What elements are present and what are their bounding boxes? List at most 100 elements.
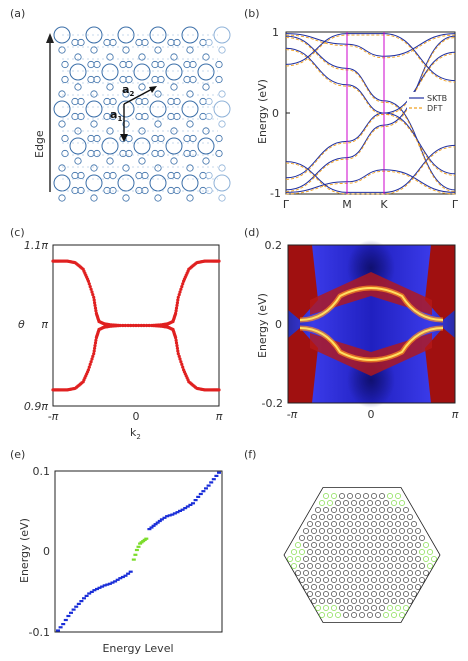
- lattice-small-ring: [215, 134, 223, 143]
- lattice-ring: [53, 174, 71, 192]
- lattice-small-ring: [154, 164, 162, 172]
- red-region-3: [425, 245, 455, 320]
- flake-ring: [347, 549, 353, 555]
- flake-ring: [379, 521, 385, 527]
- flake-ring: [311, 598, 317, 604]
- flake-ring: [347, 605, 353, 611]
- flake-ring: [287, 556, 293, 562]
- lattice-small-ring: [90, 90, 98, 98]
- energy-level-point: [175, 511, 180, 514]
- flake-ring: [351, 612, 357, 618]
- flake-ring: [327, 528, 333, 534]
- lattice-small-ring: [71, 171, 79, 180]
- flake-ring: [363, 493, 369, 499]
- plot-frame-c: [52, 244, 220, 407]
- flake-ring: [367, 612, 373, 618]
- flake-ring: [291, 563, 297, 569]
- lattice-small-ring: [205, 112, 213, 121]
- band-sktb: [285, 33, 456, 82]
- flake-ring: [327, 570, 333, 576]
- theta-point-upper: [87, 282, 91, 286]
- flake-ring: [359, 584, 365, 590]
- lattice-small-ring: [58, 90, 66, 98]
- flake-ring: [339, 521, 345, 527]
- flake-ring: [367, 570, 373, 576]
- flake-ring: [411, 535, 417, 541]
- energy-level-point: [56, 629, 60, 632]
- b-ylabel: Energy (eV): [256, 79, 269, 144]
- energy-level-point: [134, 548, 139, 552]
- flake-ring: [295, 570, 301, 576]
- flake-ring: [367, 584, 373, 590]
- lattice-small-ring: [71, 97, 79, 106]
- energy-level-point: [178, 509, 182, 512]
- flake-ring: [323, 535, 329, 541]
- theta-point-lower: [93, 344, 97, 348]
- d-xtick-left: -π: [287, 408, 298, 421]
- flake-ring: [387, 549, 393, 555]
- energy-level-point: [82, 597, 86, 600]
- lattice-small-ring: [186, 120, 194, 128]
- lattice-ring: [197, 137, 215, 155]
- energy-level-point: [162, 516, 167, 519]
- lattice-small-ring: [154, 120, 162, 128]
- flake-ring: [335, 542, 341, 548]
- flake-ring: [355, 605, 361, 611]
- lattice-small-ring: [135, 171, 143, 180]
- lattice-small-ring: [186, 46, 194, 54]
- c-ytick-bot: 0.9π: [24, 400, 48, 413]
- flake-ring: [327, 556, 333, 562]
- band-sktb: [285, 169, 456, 193]
- lattice-small-ring: [157, 134, 165, 143]
- flake-ring: [379, 605, 385, 611]
- lattice-small-ring: [170, 83, 178, 91]
- lattice-small-ring: [61, 60, 69, 69]
- energy-level-point: [183, 507, 188, 510]
- flake-ring: [327, 500, 333, 506]
- flake-ring: [339, 493, 345, 499]
- band-sktb: [285, 144, 456, 193]
- flake-ring: [351, 584, 357, 590]
- lattice-small-ring: [199, 112, 207, 121]
- flake-ring: [323, 493, 329, 499]
- lattice-small-ring: [170, 157, 178, 165]
- flake-ring: [391, 570, 397, 576]
- lattice-ring: [117, 100, 135, 118]
- lattice-small-ring: [157, 75, 165, 84]
- lattice-small-ring: [125, 134, 133, 143]
- lattice-ring: [213, 174, 231, 192]
- flake-ring: [331, 521, 337, 527]
- lattice-small-ring: [202, 157, 210, 165]
- lattice-small-ring: [122, 90, 130, 98]
- lattice-small-ring: [186, 194, 194, 202]
- theta-point-lower: [175, 344, 179, 348]
- energy-level-point: [170, 513, 175, 516]
- energy-level-point: [172, 512, 177, 515]
- flake-ring: [427, 549, 433, 555]
- energy-level-point: [206, 484, 211, 487]
- flake-ring: [367, 514, 373, 520]
- edge-arrowhead: [46, 33, 54, 43]
- theta-point-lower: [176, 352, 180, 356]
- flake-ring: [351, 500, 357, 506]
- lattice-small-ring: [205, 97, 213, 106]
- flake-ring: [307, 535, 313, 541]
- flake-ring: [315, 563, 321, 569]
- theta-point-upper: [89, 287, 93, 291]
- energy-level-point: [136, 545, 141, 548]
- flake-ring: [375, 500, 381, 506]
- theta-point-lower: [217, 388, 221, 392]
- lattice-small-ring: [119, 75, 127, 84]
- flake-ring: [359, 556, 365, 562]
- flake-ring: [383, 612, 389, 618]
- flake-ring: [351, 598, 357, 604]
- flake-ring: [371, 549, 377, 555]
- flake-ring: [343, 514, 349, 520]
- c-xlabel: k2: [130, 426, 141, 441]
- lattice-small-ring: [135, 112, 143, 121]
- lattice-small-ring: [71, 186, 79, 195]
- flake-ring: [403, 577, 409, 583]
- theta-point-lower: [92, 352, 96, 356]
- flake-ring: [319, 598, 325, 604]
- theta-point-upper: [92, 298, 96, 302]
